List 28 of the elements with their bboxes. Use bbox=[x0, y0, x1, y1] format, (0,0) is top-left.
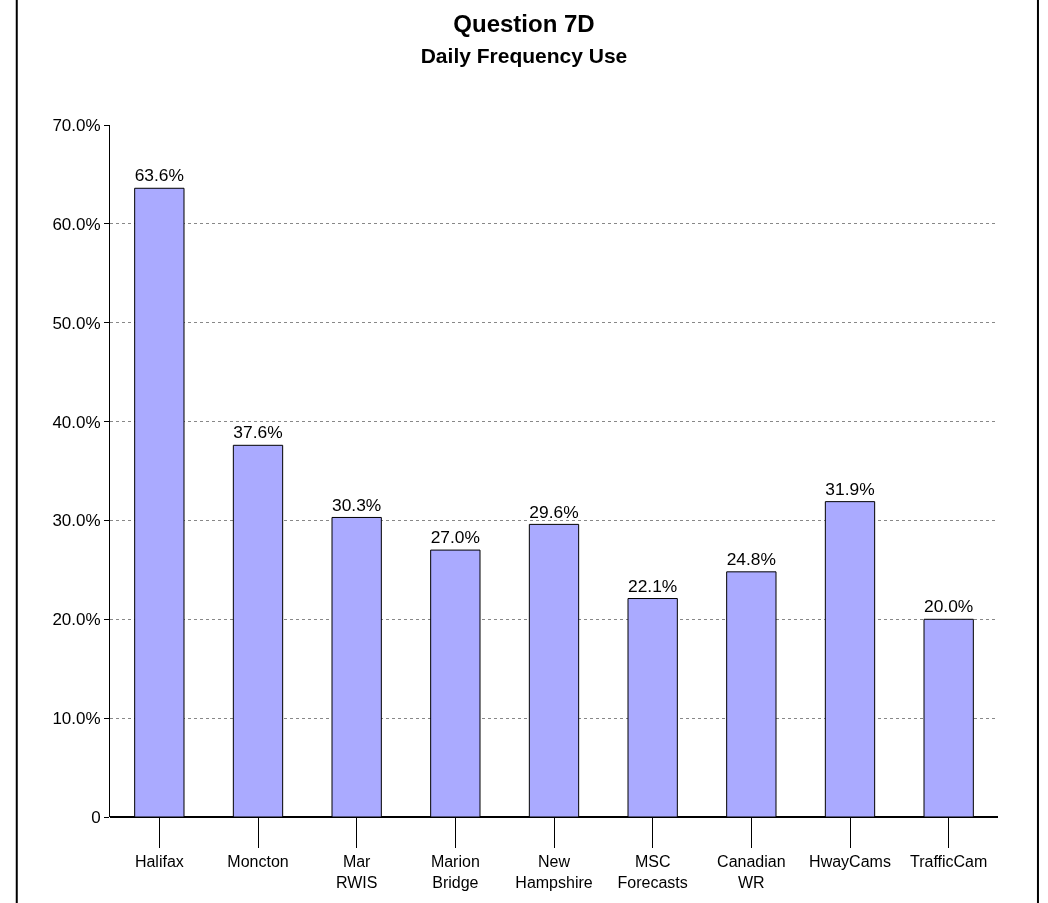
x-tick-label: MSC Forecasts bbox=[617, 853, 688, 891]
x-tick-label: Moncton bbox=[227, 853, 289, 871]
x-tick-label: TrafficCam bbox=[910, 853, 988, 871]
x-tick-label: New Hampshire bbox=[515, 853, 593, 891]
y-tick-label: 10.0% bbox=[52, 709, 101, 729]
data-label: 31.9% bbox=[825, 478, 875, 499]
data-label: 63.6% bbox=[134, 165, 184, 186]
x-tick-label: Marion Bridge bbox=[430, 853, 480, 891]
data-label: 27.0% bbox=[430, 527, 480, 548]
y-tick-label: 40.0% bbox=[52, 412, 101, 432]
data-label: 30.3% bbox=[332, 494, 382, 515]
data-label: 22.1% bbox=[628, 575, 678, 596]
y-tick-label: 70.0% bbox=[52, 115, 101, 135]
x-tick-label: HwayCams bbox=[809, 853, 891, 871]
data-label: 29.6% bbox=[529, 501, 579, 522]
data-label: 24.8% bbox=[726, 548, 776, 569]
y-tick-label: 0 bbox=[91, 807, 101, 827]
chart-subtitle: Daily Frequency Use bbox=[420, 43, 628, 67]
x-tick-label: Halifax bbox=[134, 853, 184, 871]
data-label: 37.6% bbox=[233, 422, 283, 443]
y-tick-label: 60.0% bbox=[52, 214, 101, 234]
chart-title: Question 7D bbox=[453, 9, 595, 37]
y-tick-label: 30.0% bbox=[52, 511, 101, 531]
x-tick-label: Mar RWIS bbox=[335, 853, 378, 891]
y-tick-label: 50.0% bbox=[52, 313, 101, 333]
y-tick-label: 20.0% bbox=[52, 610, 101, 630]
x-tick-label: Canadian WR bbox=[717, 853, 786, 891]
data-label: 20.0% bbox=[924, 596, 974, 617]
